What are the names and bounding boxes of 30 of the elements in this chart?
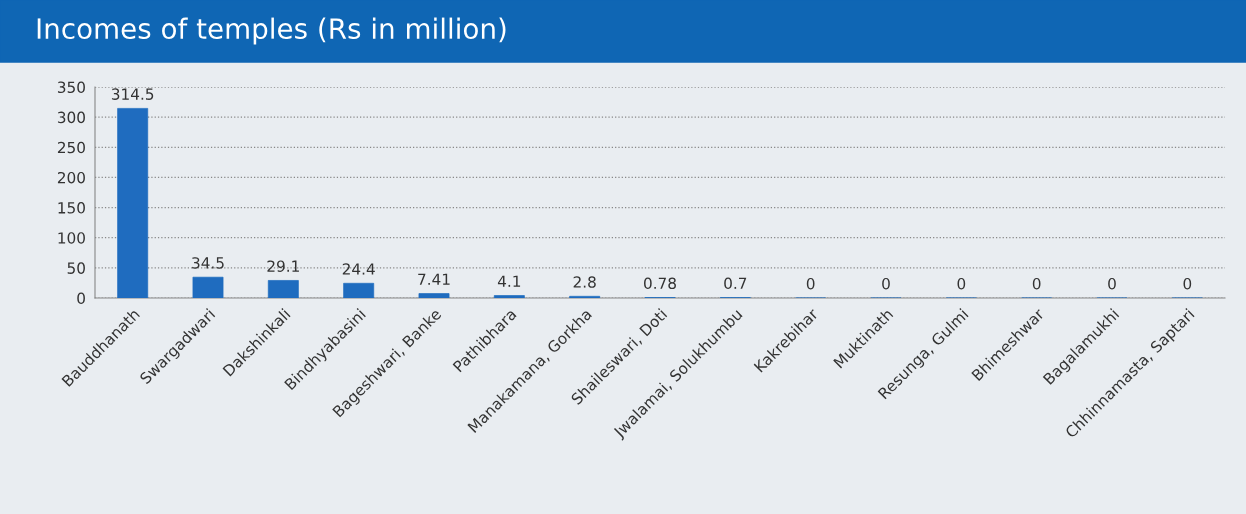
y-tick-label: 250 <box>57 141 85 154</box>
data-label: 314.5 <box>111 88 154 100</box>
data-label: 0 <box>1032 277 1041 290</box>
y-tick-label: 200 <box>57 171 85 184</box>
data-label: 24.4 <box>342 263 375 275</box>
data-label: 0.78 <box>644 277 676 290</box>
data-label: 0 <box>806 277 815 290</box>
bar <box>418 293 450 298</box>
chart-title: Incomes of temples (Rs in million) <box>37 17 506 45</box>
y-tick-label: 350 <box>57 81 85 94</box>
data-label: 7.41 <box>418 273 450 285</box>
y-tick-label: 50 <box>67 262 85 274</box>
y-tick-label: 0 <box>77 292 85 305</box>
bar <box>117 108 149 298</box>
data-label: 0 <box>1108 277 1116 290</box>
y-tick-label: 150 <box>58 202 85 214</box>
bar <box>493 295 525 298</box>
data-label: 0 <box>957 277 966 290</box>
data-label: 34.5 <box>192 257 224 269</box>
bar <box>343 282 375 298</box>
data-label: 0 <box>1183 277 1192 290</box>
bar <box>267 280 299 298</box>
data-label: 29.1 <box>267 260 299 272</box>
y-tick-label: 300 <box>57 111 85 124</box>
data-label: 0 <box>882 277 890 290</box>
bar <box>192 276 224 298</box>
data-label: 2.8 <box>573 276 596 288</box>
data-label: 4.1 <box>497 275 521 287</box>
y-tick-label: 100 <box>58 232 85 244</box>
data-label: 0.7 <box>724 277 747 290</box>
